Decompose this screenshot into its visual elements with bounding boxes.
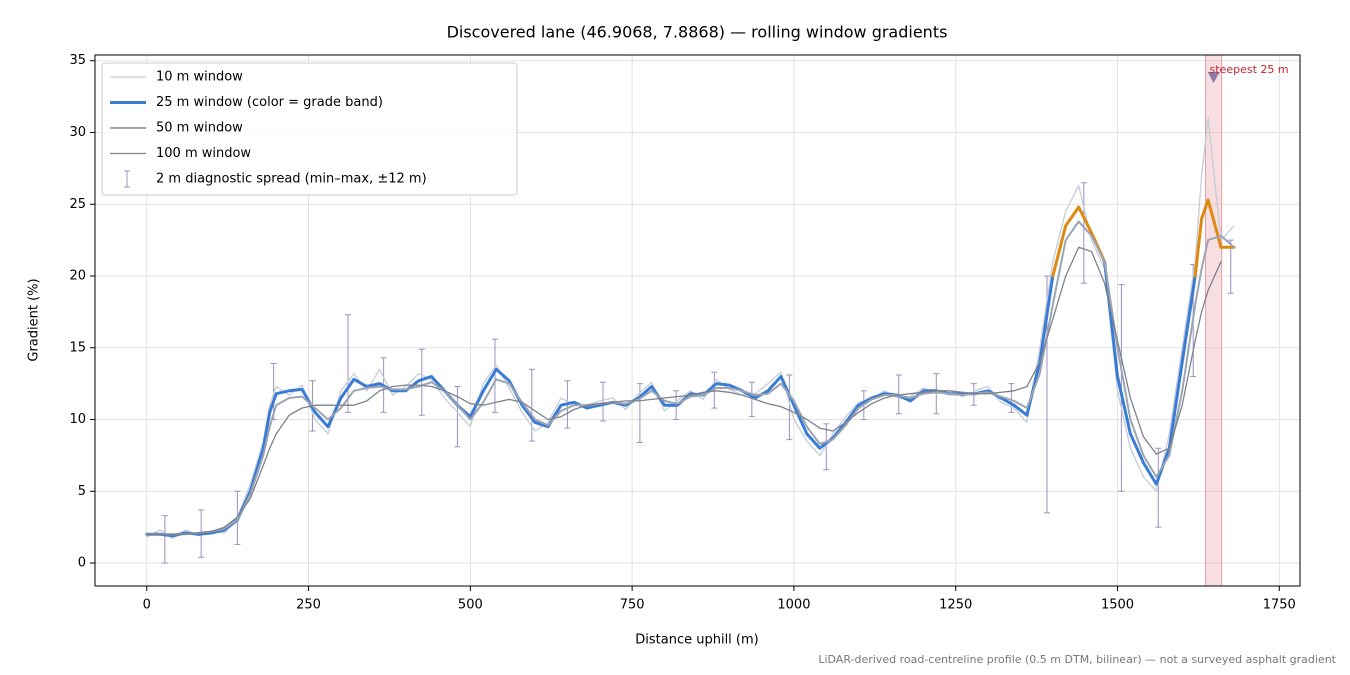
error-bar: [600, 381, 607, 422]
y-tick-label: 20: [69, 269, 86, 284]
legend-box: [101, 62, 518, 196]
series-line: [145, 274, 1055, 538]
error-bar: [491, 338, 498, 413]
x-tick-label: 250: [296, 598, 321, 613]
x-tick-label: 1500: [1101, 598, 1134, 613]
series-line: [1193, 198, 1236, 278]
error-bar: [161, 515, 168, 564]
legend-label: 50 m window: [156, 121, 243, 136]
error-bar: [1080, 182, 1087, 284]
y-tick-label: 0: [78, 556, 86, 571]
error-bar: [823, 423, 830, 471]
x-tick-label: 1250: [939, 598, 972, 613]
error-bar: [748, 381, 755, 418]
y-tick-label: 15: [69, 340, 86, 355]
y-tick-label: 5: [78, 484, 86, 499]
y-tick-label: 10: [69, 412, 86, 427]
x-tick-label: 1750: [1263, 598, 1296, 613]
error-bar: [786, 374, 793, 441]
y-axis-label: Gradient (%): [27, 278, 42, 361]
legend-label: 100 m window: [156, 146, 251, 161]
highlight-label: steepest 25 m: [1210, 63, 1289, 76]
error-bar: [1155, 447, 1162, 528]
error-bar: [345, 314, 352, 413]
error-bar: [528, 368, 535, 442]
y-tick-label: 35: [69, 53, 86, 68]
highlight-span: [1205, 54, 1223, 587]
chart-title: Discovered lane (46.9068, 7.8868) — roll…: [447, 23, 948, 42]
legend: 10 m window 25 m window (color = grade ba…: [101, 62, 518, 196]
x-tick-label: 0: [143, 598, 151, 613]
x-tick-label: 750: [620, 598, 645, 613]
legend-label: 10 m window: [156, 70, 243, 85]
series-line: [145, 220, 1235, 536]
error-bar: [418, 348, 425, 416]
series-line: [146, 117, 1235, 540]
error-bar: [636, 383, 643, 443]
legend-label: 2 m diagnostic spread (min–max, ±12 m): [156, 172, 427, 187]
series-line: [1103, 260, 1197, 486]
plot-frame: [94, 54, 1301, 587]
error-bar: [1008, 383, 1015, 413]
series-line: [146, 246, 1222, 535]
x-axis-label: Distance uphill (m): [635, 633, 758, 648]
steepest-marker: [1207, 71, 1220, 83]
error-bar: [1227, 239, 1234, 294]
footnote: LiDAR-derived road-centreline profile (0…: [818, 653, 1336, 666]
x-tick-label: 500: [458, 598, 483, 613]
y-tick-label: 25: [69, 197, 86, 212]
legend-label: 25 m window (color = grade band): [156, 95, 383, 110]
x-tick-label: 1000: [777, 598, 810, 613]
y-tick-label: 30: [69, 125, 86, 140]
